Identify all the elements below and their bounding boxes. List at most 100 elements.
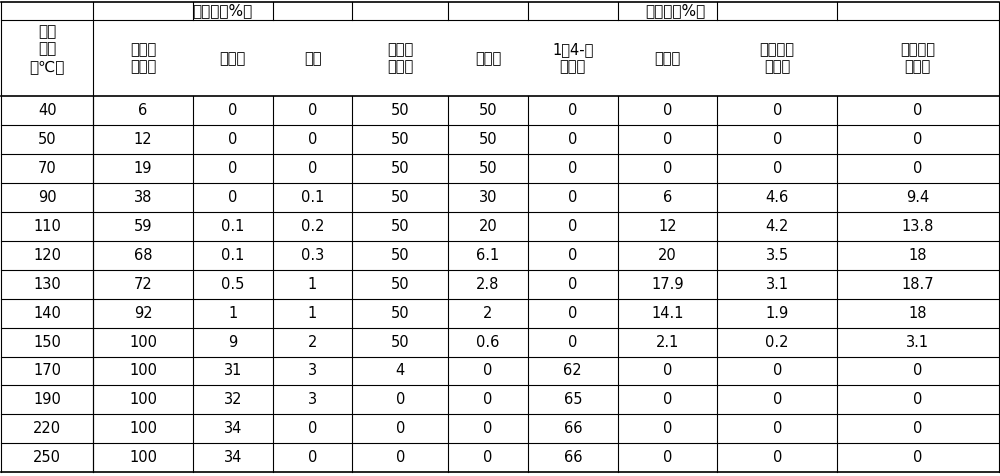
Text: 3: 3 xyxy=(308,364,317,378)
Text: 9: 9 xyxy=(228,335,237,349)
Text: 50: 50 xyxy=(391,335,410,349)
Text: 20: 20 xyxy=(479,219,497,234)
Text: 3.1: 3.1 xyxy=(766,277,789,292)
Text: 1，4-二
氧六环: 1，4-二 氧六环 xyxy=(552,42,593,75)
Text: 50: 50 xyxy=(479,161,497,176)
Text: 30: 30 xyxy=(479,190,497,205)
Text: 68: 68 xyxy=(134,248,152,263)
Text: 130: 130 xyxy=(33,277,61,292)
Text: 0.1: 0.1 xyxy=(301,190,324,205)
Text: 乙二醇: 乙二醇 xyxy=(475,51,501,66)
Text: 3.1: 3.1 xyxy=(906,335,929,349)
Text: 70: 70 xyxy=(38,161,57,176)
Text: 甲醇: 甲醇 xyxy=(304,51,321,66)
Text: 3: 3 xyxy=(308,392,317,407)
Text: 40: 40 xyxy=(38,103,57,118)
Text: 0: 0 xyxy=(568,335,577,349)
Text: 66: 66 xyxy=(564,450,582,465)
Text: 100: 100 xyxy=(129,450,157,465)
Text: 12: 12 xyxy=(134,132,152,147)
Text: 50: 50 xyxy=(391,306,410,321)
Text: 50: 50 xyxy=(391,277,410,292)
Text: 0: 0 xyxy=(396,421,405,436)
Text: 0: 0 xyxy=(483,364,493,378)
Text: 90: 90 xyxy=(38,190,57,205)
Text: 2.1: 2.1 xyxy=(656,335,679,349)
Text: 17.9: 17.9 xyxy=(651,277,684,292)
Text: 0.1: 0.1 xyxy=(221,248,244,263)
Text: 62: 62 xyxy=(563,364,582,378)
Text: 0: 0 xyxy=(483,421,493,436)
Text: 100: 100 xyxy=(129,421,157,436)
Text: 50: 50 xyxy=(391,161,410,176)
Text: 1: 1 xyxy=(308,277,317,292)
Text: 66: 66 xyxy=(564,421,582,436)
Text: 50: 50 xyxy=(479,132,497,147)
Text: 100: 100 xyxy=(129,392,157,407)
Text: 0: 0 xyxy=(568,306,577,321)
Text: 4.2: 4.2 xyxy=(766,219,789,234)
Text: 0: 0 xyxy=(568,277,577,292)
Text: 100: 100 xyxy=(129,364,157,378)
Text: 59: 59 xyxy=(134,219,152,234)
Text: 65: 65 xyxy=(564,392,582,407)
Text: 0: 0 xyxy=(308,421,317,436)
Text: 0: 0 xyxy=(773,103,782,118)
Text: 170: 170 xyxy=(33,364,61,378)
Text: 0: 0 xyxy=(913,450,923,465)
Text: 0: 0 xyxy=(483,392,493,407)
Text: 50: 50 xyxy=(391,132,410,147)
Text: 0.3: 0.3 xyxy=(301,248,324,263)
Text: 12: 12 xyxy=(658,219,677,234)
Text: 0.2: 0.2 xyxy=(765,335,789,349)
Text: 二乙二醇
二甲醚: 二乙二醇 二甲醚 xyxy=(760,42,795,75)
Text: 50: 50 xyxy=(479,103,497,118)
Text: 乙二醇
二甲醚: 乙二醇 二甲醚 xyxy=(387,42,413,75)
Text: 0: 0 xyxy=(913,392,923,407)
Text: 0: 0 xyxy=(308,103,317,118)
Text: 0: 0 xyxy=(228,190,237,205)
Text: 6.1: 6.1 xyxy=(476,248,500,263)
Text: 1: 1 xyxy=(308,306,317,321)
Text: 0: 0 xyxy=(773,161,782,176)
Text: 20: 20 xyxy=(658,248,677,263)
Text: 0: 0 xyxy=(308,450,317,465)
Text: 0: 0 xyxy=(228,161,237,176)
Text: 1.9: 1.9 xyxy=(766,306,789,321)
Text: 二甲醚: 二甲醚 xyxy=(220,51,246,66)
Text: 13.8: 13.8 xyxy=(902,219,934,234)
Text: 0: 0 xyxy=(663,364,672,378)
Text: 50: 50 xyxy=(391,248,410,263)
Text: 4.6: 4.6 xyxy=(766,190,789,205)
Text: 50: 50 xyxy=(38,132,57,147)
Text: 0: 0 xyxy=(773,421,782,436)
Text: 0: 0 xyxy=(308,161,317,176)
Text: 乙二醇
单甲醚: 乙二醇 单甲醚 xyxy=(130,42,156,75)
Text: 50: 50 xyxy=(391,103,410,118)
Text: 0: 0 xyxy=(663,103,672,118)
Text: 0: 0 xyxy=(568,248,577,263)
Text: 100: 100 xyxy=(129,335,157,349)
Text: 140: 140 xyxy=(33,306,61,321)
Text: 0.6: 0.6 xyxy=(476,335,500,349)
Text: 0: 0 xyxy=(308,132,317,147)
Text: 150: 150 xyxy=(33,335,61,349)
Text: 0: 0 xyxy=(913,421,923,436)
Text: 18.7: 18.7 xyxy=(902,277,934,292)
Text: 0: 0 xyxy=(663,421,672,436)
Text: 50: 50 xyxy=(391,190,410,205)
Text: 14.1: 14.1 xyxy=(651,306,684,321)
Text: 2: 2 xyxy=(308,335,317,349)
Text: 0: 0 xyxy=(568,219,577,234)
Text: 34: 34 xyxy=(224,421,242,436)
Text: 3.5: 3.5 xyxy=(766,248,789,263)
Text: 32: 32 xyxy=(223,392,242,407)
Text: 31: 31 xyxy=(224,364,242,378)
Text: 0: 0 xyxy=(568,161,577,176)
Text: 92: 92 xyxy=(134,306,152,321)
Text: 0: 0 xyxy=(483,450,493,465)
Text: 0: 0 xyxy=(568,190,577,205)
Text: 0: 0 xyxy=(663,132,672,147)
Text: 6: 6 xyxy=(138,103,148,118)
Text: 1: 1 xyxy=(228,306,237,321)
